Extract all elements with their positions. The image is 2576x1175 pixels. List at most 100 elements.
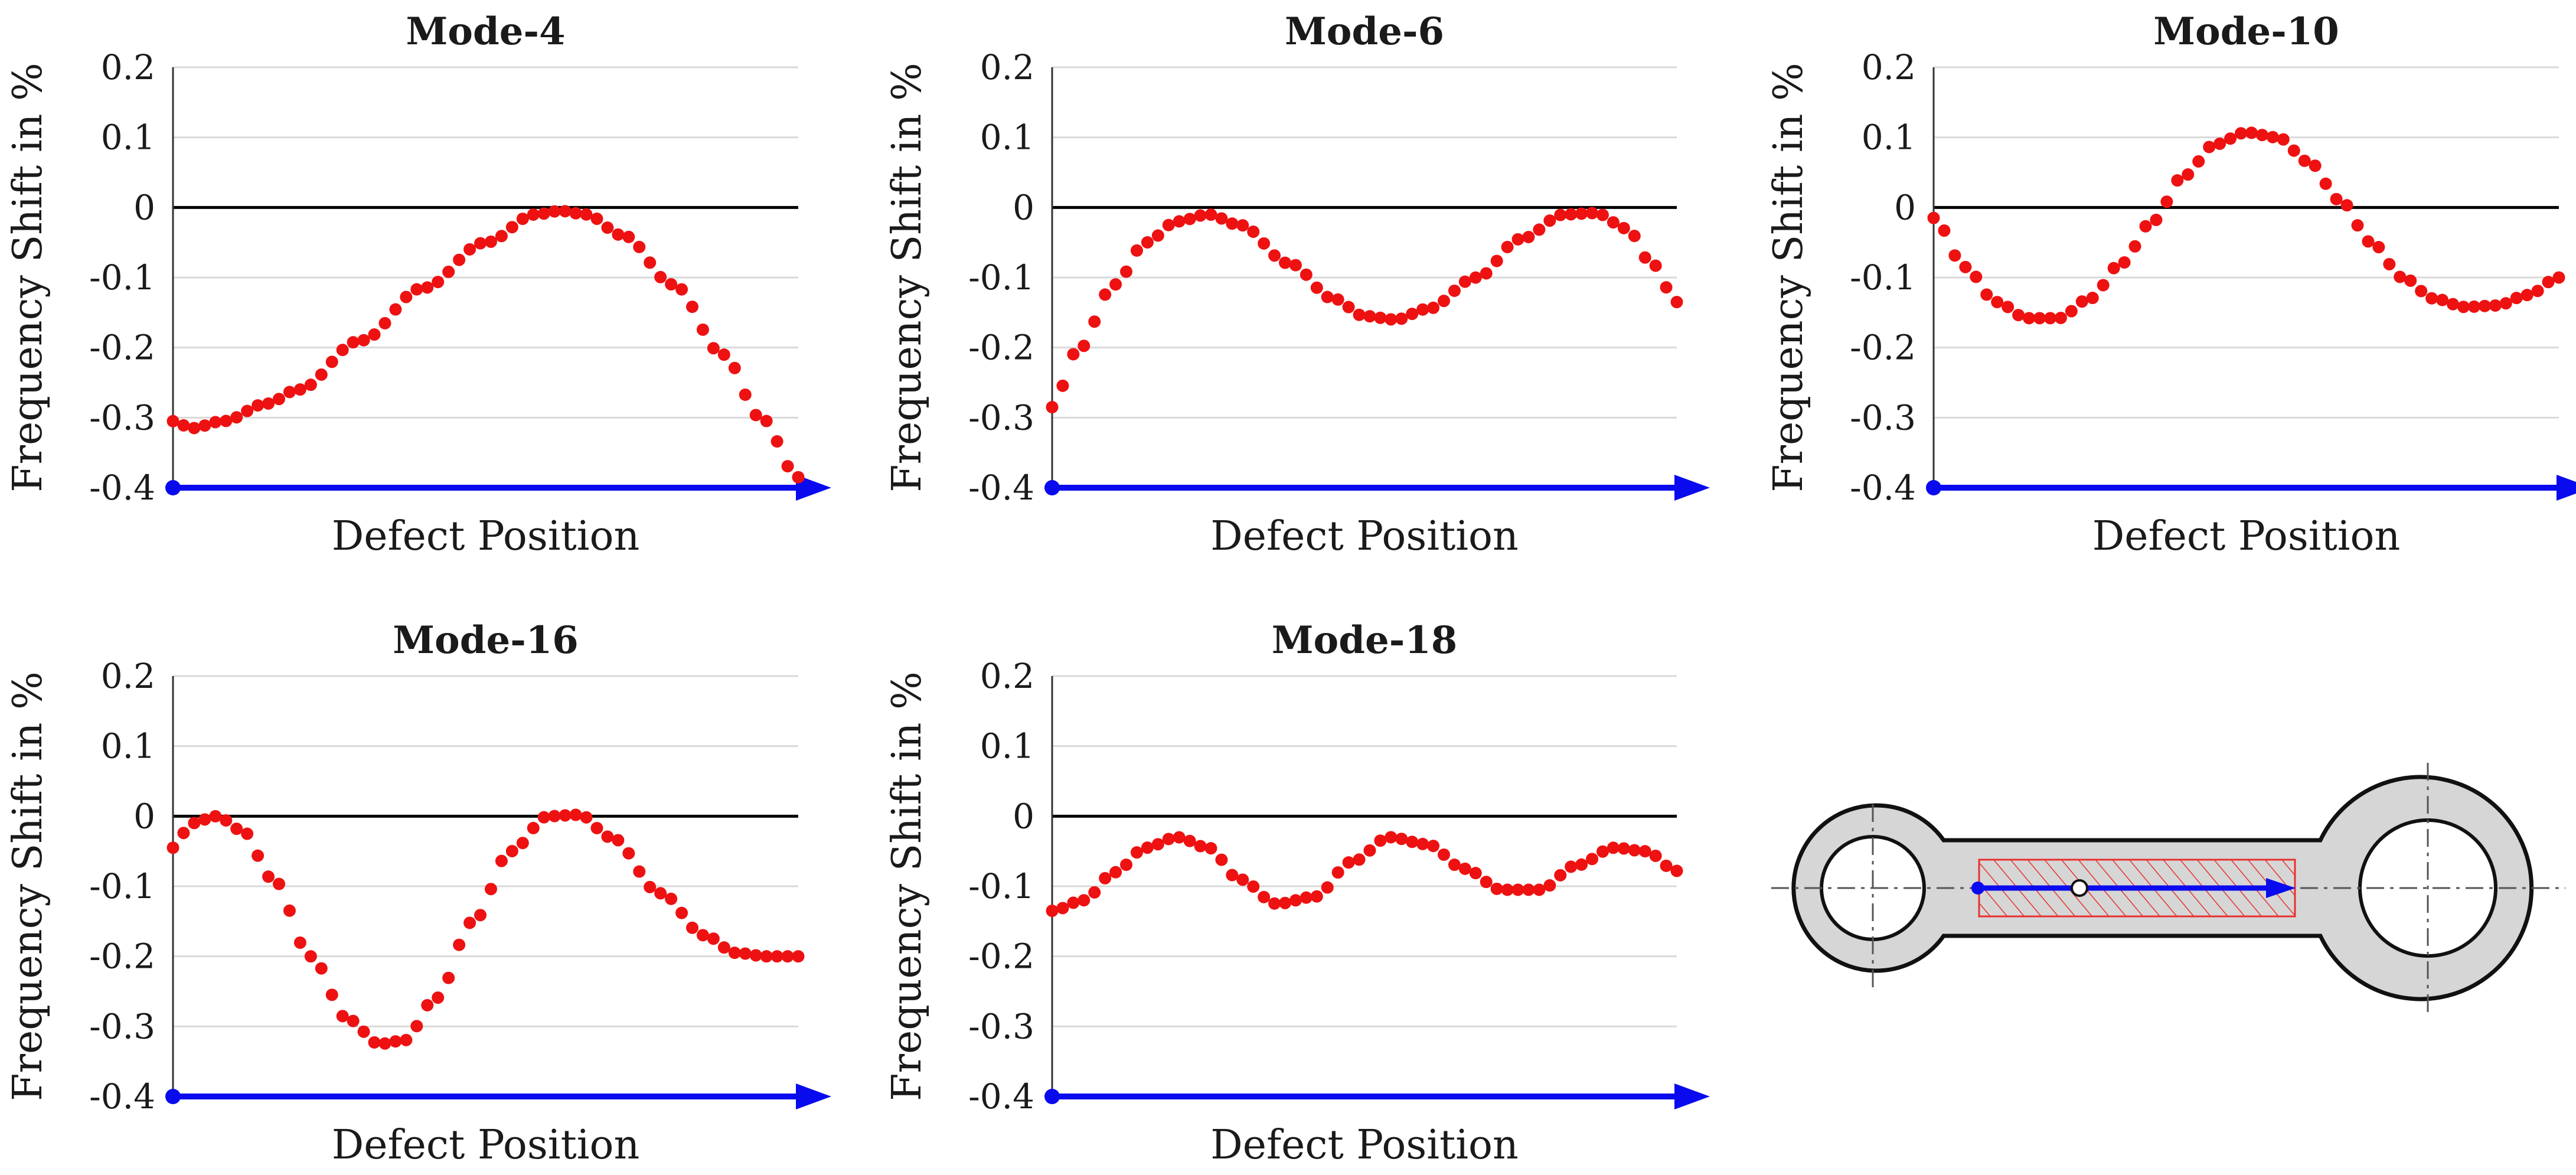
data-point [283, 904, 296, 917]
data-point [1173, 215, 1186, 228]
data-point [2467, 300, 2480, 313]
data-point [1395, 312, 1408, 325]
data-point [262, 870, 275, 883]
data-point [1151, 838, 1164, 851]
chart-panel: 0.2 0.1 0 -0.1 -0.2 -0.3 -0.4 Mode-16 Defect Pos… [5, 618, 831, 1169]
data-point [2457, 301, 2470, 314]
data-point [1490, 882, 1503, 895]
y-tick-label: -0.4 [1850, 468, 1916, 508]
y-tick-label: 0 [133, 187, 155, 227]
data-point [1078, 340, 1091, 352]
data-point [495, 230, 508, 243]
data-point [2245, 126, 2258, 139]
data-point [166, 841, 179, 854]
data-point [2340, 199, 2353, 212]
data-point [548, 810, 561, 822]
data-point [1522, 883, 1535, 896]
y-tick-label: -0.4 [968, 468, 1034, 508]
data-point [527, 821, 540, 834]
y-tick-label: -0.4 [968, 1076, 1034, 1117]
data-point [293, 936, 306, 949]
data-point [1437, 848, 1450, 861]
data-point [1120, 265, 1133, 278]
data-point [1458, 275, 1471, 288]
data-point [2255, 129, 2268, 142]
data-point [2043, 312, 2056, 325]
data-point [537, 811, 550, 824]
data-point [1374, 311, 1387, 324]
data-point [1617, 842, 1630, 855]
data-point [336, 344, 349, 357]
data-point [2266, 130, 2279, 143]
data-point [749, 409, 762, 422]
data-point [1511, 883, 1524, 896]
data-point [1480, 267, 1493, 280]
data-point [633, 240, 646, 253]
data-point [707, 932, 720, 945]
y-tick-label: -0.1 [968, 257, 1034, 298]
y-tick-label: -0.3 [1850, 397, 1916, 438]
data-point [357, 1025, 370, 1038]
data-point [792, 471, 805, 484]
data-point [484, 883, 497, 896]
data-point [665, 892, 678, 905]
y-tick-label: -0.3 [968, 1006, 1034, 1046]
data-point [1970, 270, 1983, 283]
data-point [580, 811, 593, 824]
data-point [1215, 212, 1228, 225]
data-point [1649, 849, 1662, 862]
data-point [2012, 309, 2025, 322]
data-point [696, 929, 709, 942]
data-point [2203, 141, 2216, 154]
y-tick-label: -0.3 [968, 397, 1034, 438]
data-point [368, 1036, 381, 1049]
data-point [559, 809, 572, 822]
data-point [1533, 223, 1546, 236]
data-point [2182, 168, 2195, 181]
data-point [1596, 845, 1609, 858]
x-axis-label: Defect Position [2092, 513, 2401, 560]
data-point [1607, 216, 1620, 229]
data-point [2139, 220, 2152, 233]
data-point [1363, 310, 1376, 323]
defect-path-arrowhead [2266, 878, 2296, 898]
data-point [432, 276, 445, 289]
y-tick-label: -0.4 [89, 468, 155, 508]
data-point [252, 399, 265, 412]
data-point [548, 205, 561, 218]
data-point [1247, 225, 1260, 238]
data-point [1427, 301, 1440, 314]
data-point [1480, 876, 1493, 889]
data-point [527, 208, 540, 221]
data-point [400, 291, 413, 303]
data-point [1406, 308, 1419, 321]
data-point [2499, 297, 2512, 310]
data-point [654, 270, 667, 283]
data-point [2404, 274, 2417, 287]
data-point [792, 950, 805, 963]
defect-position-arrowhead [1674, 475, 1710, 501]
data-point [230, 411, 243, 424]
data-point [272, 877, 285, 890]
y-tick-label: 0.2 [980, 656, 1034, 696]
data-point [505, 221, 518, 234]
data-point [2075, 295, 2088, 308]
y-tick-label: 0 [1013, 187, 1034, 227]
data-point [1289, 259, 1302, 272]
data-point [1331, 293, 1344, 306]
data-point [516, 837, 529, 850]
data-point [1353, 308, 1366, 321]
y-tick-label: -0.2 [1850, 328, 1916, 368]
data-point [1385, 831, 1398, 844]
data-point [325, 355, 338, 368]
data-point [686, 301, 699, 314]
y-axis-label: Frequency Shift in % [884, 63, 931, 492]
y-tick-label: 0 [133, 796, 155, 836]
data-point [1427, 840, 1440, 853]
y-tick-label: 0.1 [1862, 117, 1916, 158]
data-point [580, 208, 593, 221]
y-tick-label: 0.1 [980, 726, 1034, 766]
data-point [1331, 866, 1344, 879]
data-point [2107, 262, 2120, 275]
data-point [760, 950, 773, 963]
